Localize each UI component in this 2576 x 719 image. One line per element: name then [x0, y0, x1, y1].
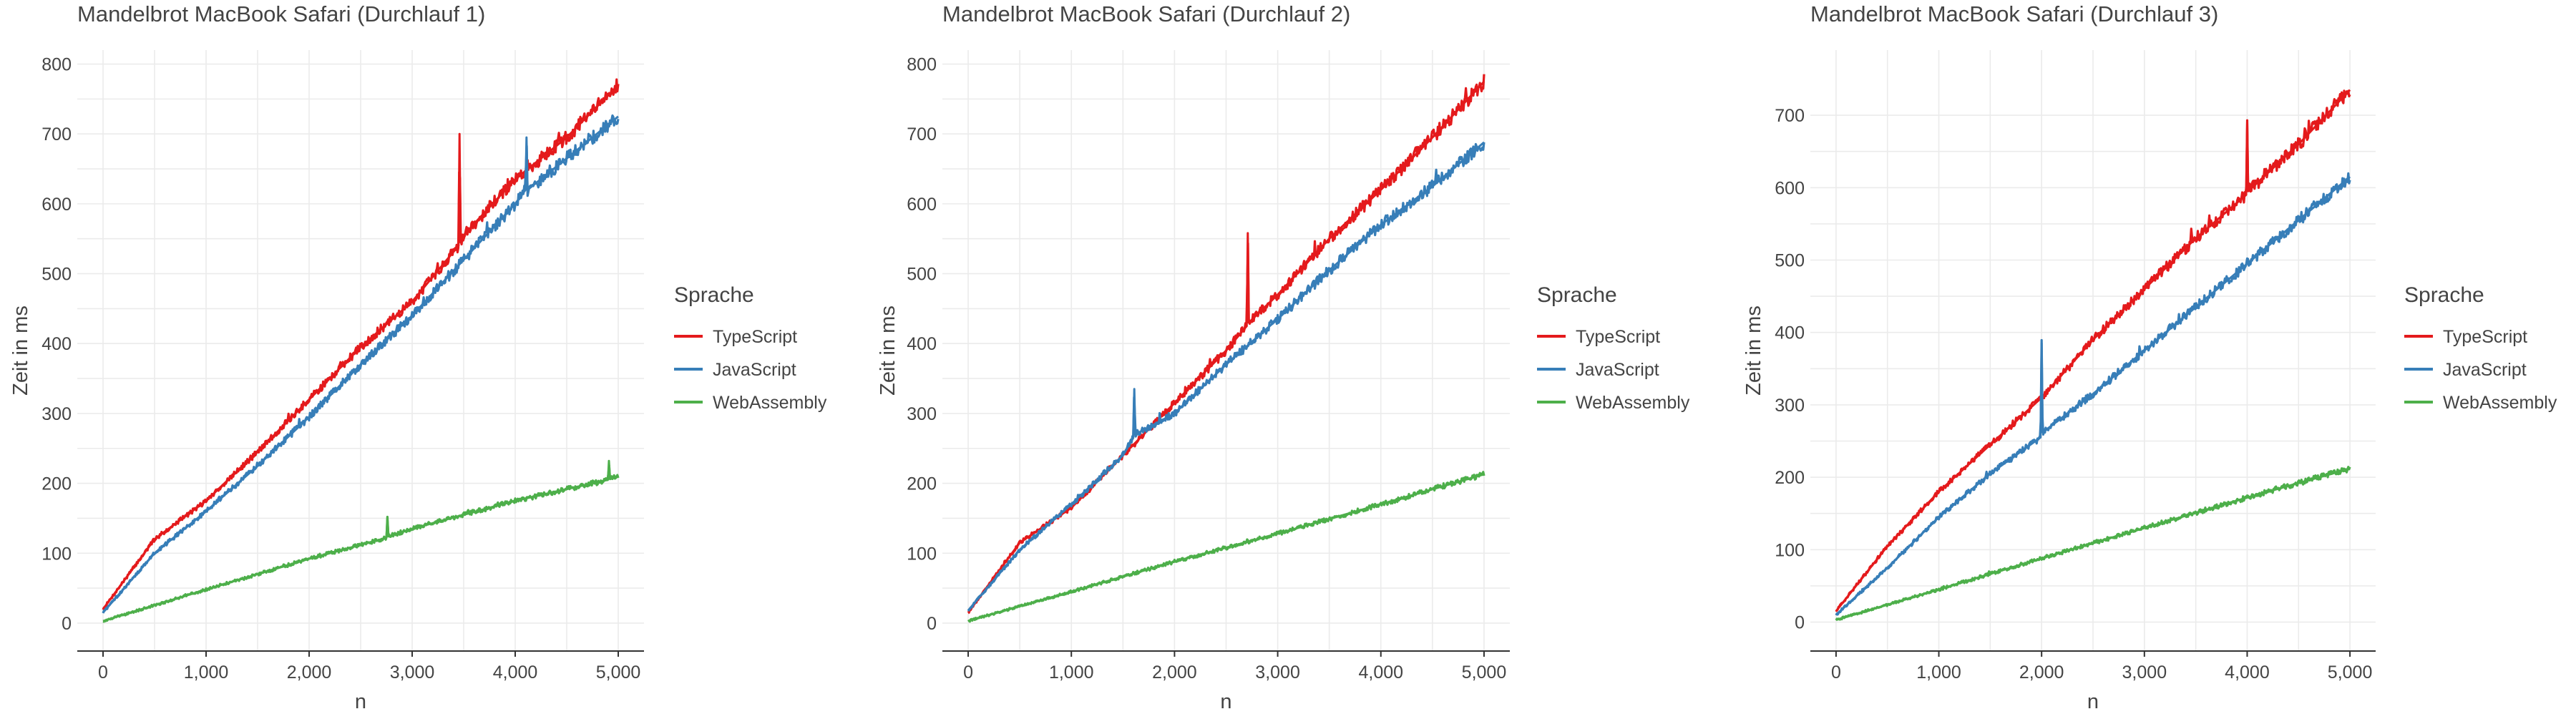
x-tick-label: 4,000 — [1358, 662, 1403, 683]
gridlines — [942, 50, 1510, 651]
y-tick-label: 0 — [1795, 613, 1805, 633]
chart-panel-3: Mandelbrot MacBook Safari (Durchlauf 3) 0… — [1742, 1, 2557, 713]
series-peaks-typescript — [967, 80, 1485, 614]
x-tick-label: 5,000 — [2328, 662, 2373, 683]
x-tick-label: 4,000 — [493, 662, 538, 683]
x-tick-label: 1,000 — [184, 662, 229, 683]
y-tick-label: 0 — [62, 614, 72, 634]
x-tick-label: 5,000 — [596, 662, 641, 683]
chart-panel-1: Mandelbrot MacBook Safari (Durchlauf 1) 0… — [9, 1, 827, 713]
legend-label: JavaScript — [1576, 360, 1659, 380]
series-peaks-typescript — [102, 84, 620, 610]
y-tick-label: 0 — [927, 614, 937, 634]
y-tick-label: 300 — [42, 404, 72, 424]
y-tick-label: 200 — [907, 474, 937, 494]
y-tick-label: 600 — [1775, 178, 1805, 198]
gridlines — [77, 50, 644, 651]
x-tick-label: 4,000 — [2225, 662, 2270, 683]
legend-label: WebAssembly — [713, 393, 827, 413]
x-tick-label: 2,000 — [2019, 662, 2064, 683]
y-tick-label: 500 — [907, 265, 937, 285]
legend: Sprache TypeScript JavaScript WebAssembly — [2404, 283, 2557, 413]
legend-label: JavaScript — [2443, 360, 2527, 380]
y-tick-label: 200 — [1775, 468, 1805, 488]
y-tick-label: 200 — [42, 474, 72, 494]
y-tick-label: 100 — [42, 544, 72, 564]
y-axis-title: Zeit in ms — [877, 305, 899, 396]
series-peaks-javascript — [1835, 175, 2351, 616]
y-axis-title: Zeit in ms — [1742, 305, 1765, 396]
legend-label: TypeScript — [2443, 327, 2527, 347]
x-tick-label: 2,000 — [287, 662, 332, 683]
series-peaks-javascript — [102, 115, 619, 614]
series-peaks-javascript — [967, 141, 1485, 612]
y-tick-label: 700 — [907, 124, 937, 145]
x-tick-label: 0 — [963, 662, 973, 683]
chart-title: Mandelbrot MacBook Safari (Durchlauf 2) — [942, 1, 1350, 26]
legend-label: TypeScript — [1576, 327, 1660, 347]
y-tick-label: 400 — [1775, 323, 1805, 343]
x-tick-label: 5,000 — [1462, 662, 1507, 683]
x-tick-label: 1,000 — [1916, 662, 1961, 683]
x-axis-title: n — [355, 690, 366, 713]
series-peaks-typescript — [1835, 89, 2351, 612]
y-tick-label: 400 — [907, 334, 937, 354]
y-axis-title: Zeit in ms — [9, 305, 32, 396]
gridlines — [1810, 50, 2376, 651]
x-tick-label: 3,000 — [1255, 662, 1300, 683]
x-tick-label: 3,000 — [390, 662, 435, 683]
y-tick-label: 500 — [1775, 250, 1805, 270]
y-tick-label: 800 — [907, 55, 937, 75]
chart-title: Mandelbrot MacBook Safari (Durchlauf 1) — [77, 1, 485, 26]
y-tick-label: 800 — [42, 55, 72, 75]
x-axis-title: n — [1220, 690, 1231, 713]
x-tick-label: 0 — [98, 662, 108, 683]
x-tick-label: 0 — [1831, 662, 1841, 683]
y-tick-label: 300 — [907, 404, 937, 424]
chart-panel-2: Mandelbrot MacBook Safari (Durchlauf 2) 0… — [877, 1, 1690, 713]
series-peaks-webassembly — [102, 459, 619, 622]
y-tick-label: 500 — [42, 265, 72, 285]
legend: Sprache TypeScript JavaScript WebAssembly — [1537, 283, 1690, 413]
legend-label: WebAssembly — [1576, 393, 1690, 413]
x-tick-label: 1,000 — [1049, 662, 1094, 683]
legend-label: WebAssembly — [2443, 393, 2557, 413]
x-tick-label: 3,000 — [2122, 662, 2167, 683]
legend-title: Sprache — [674, 283, 754, 307]
legend-label: JavaScript — [713, 360, 796, 380]
legend-title: Sprache — [2404, 283, 2484, 307]
y-tick-label: 100 — [1775, 540, 1805, 560]
chart-title: Mandelbrot MacBook Safari (Durchlauf 3) — [1810, 1, 2218, 26]
legend-title: Sprache — [1537, 283, 1617, 307]
y-tick-label: 100 — [907, 544, 937, 564]
y-tick-label: 700 — [42, 124, 72, 145]
y-tick-label: 300 — [1775, 396, 1805, 416]
series-peaks-webassembly — [1835, 467, 2351, 621]
y-tick-label: 600 — [907, 195, 937, 215]
x-axis-title: n — [2087, 690, 2099, 713]
legend-label: TypeScript — [713, 327, 797, 347]
y-tick-label: 400 — [42, 334, 72, 354]
y-tick-label: 600 — [42, 195, 72, 215]
x-tick-label: 2,000 — [1152, 662, 1197, 683]
legend: Sprache TypeScript JavaScript WebAssembly — [674, 283, 827, 413]
series-peaks-webassembly — [967, 473, 1485, 622]
y-tick-label: 700 — [1775, 106, 1805, 126]
